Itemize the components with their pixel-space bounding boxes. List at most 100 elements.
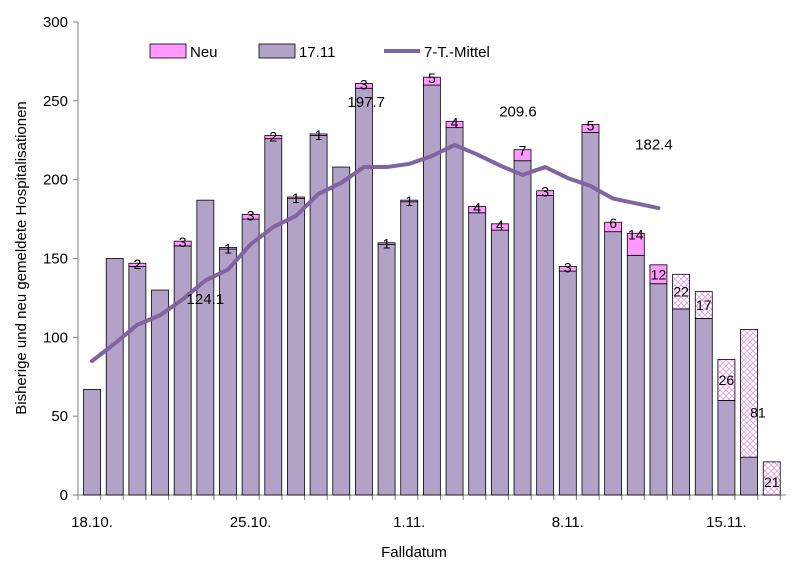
bar-base: [173, 245, 192, 496]
x-tick-label: 1.11.: [393, 514, 425, 531]
new-value-label: 21: [764, 474, 780, 490]
bar-new-hatched: [740, 329, 758, 458]
bar-base: [490, 229, 509, 496]
bar-base: [196, 199, 215, 496]
x-axis-ticks: 18.10. 25.10. 1.11. 8.11. 15.11.: [71, 495, 781, 531]
y-tick-label: 50: [51, 408, 68, 425]
bar-base: [105, 258, 124, 496]
bar-base: [740, 456, 758, 496]
new-value-label: 26: [719, 372, 735, 388]
bar-base: [287, 198, 305, 496]
legend-label-line: 7-T.-Mittel: [424, 44, 490, 61]
new-value-label: 5: [428, 70, 436, 86]
bar-new-hatched: [694, 291, 713, 319]
bar-base: [128, 265, 147, 496]
bar-base: [649, 283, 668, 496]
bar-base: [604, 231, 623, 496]
bar-new: [219, 247, 237, 250]
new-value-label: 17: [696, 297, 712, 313]
x-tick-label: 25.10.: [230, 514, 272, 531]
new-value-label: 4: [451, 114, 459, 130]
bar-base: [694, 318, 713, 496]
bar-base: [151, 289, 169, 496]
y-tick-label: 300: [43, 14, 68, 31]
x-axis-title: Falldatum: [381, 544, 447, 561]
new-value-label: 1: [315, 127, 323, 143]
bar-new: [287, 196, 305, 199]
y-tick-label: 150: [43, 251, 68, 268]
bar-new: [604, 221, 623, 233]
new-value-label: 1: [292, 190, 300, 206]
legend-swatch-new: [149, 43, 187, 59]
bar-base: [377, 243, 396, 496]
bar-new: [377, 242, 396, 245]
bar-new: [173, 240, 192, 247]
bar-base: [332, 166, 351, 496]
new-value-label: 14: [628, 226, 644, 242]
new-value-label: 7: [519, 143, 527, 159]
moving-average-line: [90, 142, 661, 363]
new-value-label: 3: [179, 234, 187, 250]
bar-new: [581, 124, 600, 133]
bar-new: [649, 264, 668, 285]
bar-base: [536, 195, 555, 496]
y-tick-label: 0: [60, 487, 68, 504]
bar-new: [513, 149, 532, 162]
bar-base: [513, 160, 532, 496]
y-tick-label: 200: [43, 172, 68, 189]
new-value-label: 5: [587, 117, 595, 133]
bar-new: [490, 223, 509, 231]
legend-label-new: Neu: [190, 44, 218, 61]
new-value-label: 81: [750, 404, 766, 420]
bar-base: [219, 248, 237, 496]
bar-new: [445, 120, 464, 129]
bar-new: [309, 133, 328, 136]
bar-new: [355, 83, 373, 89]
bar-base: [626, 254, 645, 496]
bar-base: [558, 270, 577, 496]
bar-new: [536, 190, 555, 196]
bar-new-hatched: [762, 461, 781, 496]
y-axis-title: Bisherige und neu gemeldete Hospitalisat…: [13, 101, 30, 415]
data-labels: 23 1321131154447335614122217268121124.119…: [133, 70, 779, 490]
y-tick-label: 100: [43, 329, 68, 346]
new-value-label: 1: [405, 193, 413, 209]
new-value-label: 3: [541, 184, 549, 200]
new-value-label: 1: [224, 240, 232, 256]
bars-group: [83, 76, 781, 496]
new-value-label: 1: [383, 236, 391, 252]
x-tick-label: 15.11.: [706, 514, 747, 531]
bar-new-hatched: [672, 273, 690, 310]
average-annotation: 197.7: [347, 94, 385, 111]
bar-base: [83, 388, 101, 496]
y-tick-label: 250: [43, 93, 68, 110]
new-value-label: 12: [651, 266, 667, 282]
new-value-label: 3: [247, 207, 255, 223]
bar-new: [626, 232, 645, 256]
legend: Neu 17.11 7-T.-Mittel: [108, 38, 544, 64]
average-annotation: 182.4: [635, 137, 673, 154]
legend-label-base: 17.11: [299, 44, 335, 61]
bar-base: [468, 212, 487, 496]
new-value-label: 6: [609, 215, 617, 231]
bar-base: [422, 84, 441, 496]
bar-new: [264, 135, 283, 140]
bar-base: [241, 218, 260, 496]
new-value-label: 2: [269, 129, 277, 145]
new-value-label: 4: [496, 217, 504, 233]
bar-new: [241, 213, 260, 220]
x-tick-label: 8.11.: [552, 514, 584, 531]
y-axis-ticks: 0 50 100 150 200 250 300: [43, 14, 78, 504]
new-value-label: 3: [564, 259, 572, 275]
bar-new: [558, 265, 577, 272]
new-value-label: 2: [133, 256, 141, 272]
bar-new: [400, 199, 419, 203]
bar-base: [400, 201, 419, 496]
new-value-label: 3: [360, 76, 368, 92]
bar-new: [468, 206, 487, 214]
bar-base: [355, 87, 373, 496]
x-tick-label: 18.10.: [71, 514, 113, 531]
average-annotation: 209.6: [499, 104, 537, 121]
new-value-label: 22: [673, 284, 689, 300]
